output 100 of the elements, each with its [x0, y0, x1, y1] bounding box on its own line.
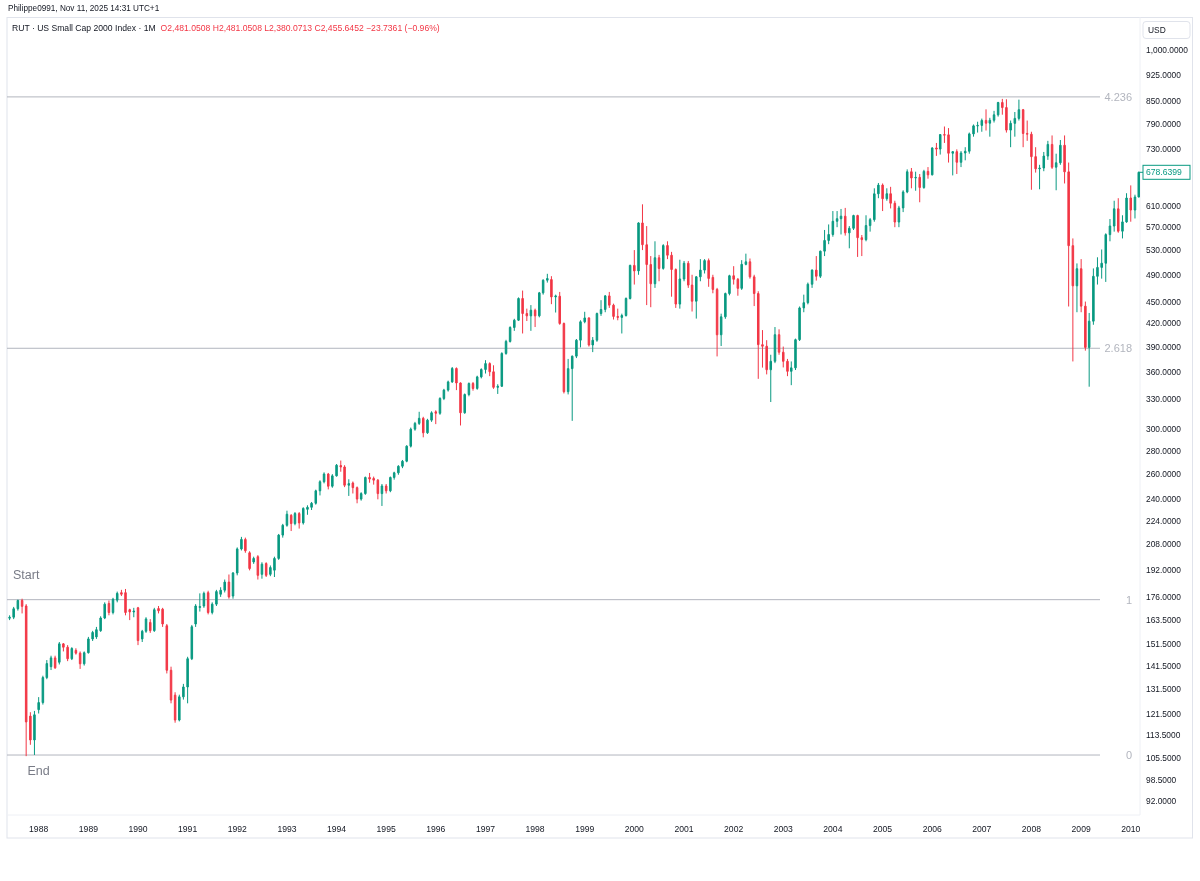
candlestick [1054, 153, 1058, 191]
candlestick [327, 472, 330, 490]
x-tick-label: 1996 [426, 824, 446, 834]
candlestick [347, 478, 351, 497]
text: O2,481.0508 H2,481.0508 L2,380.0713 C2,455.6452 −23.7361 (−0.96%) [160, 23, 440, 33]
candlestick [868, 217, 872, 233]
y2-tick-label: 0 [1125, 749, 1132, 762]
candlestick [744, 253, 748, 266]
y-tick-label: 151.5000 [1146, 639, 1182, 650]
candlestick [637, 221, 640, 276]
x-tick-label: 2007 [972, 824, 992, 834]
candlestick [58, 641, 61, 665]
x-tick-label: 2006 [922, 824, 942, 834]
y-tick-label: 420.0000 [1146, 318, 1182, 329]
candlestick [959, 150, 963, 168]
candlestick [864, 214, 868, 242]
candlestick [74, 647, 78, 656]
candlestick [244, 537, 247, 554]
candlestick [285, 510, 289, 528]
y-tick-label: 390.0000 [1146, 341, 1182, 352]
candlestick [935, 142, 938, 157]
x-tick-label: 2010 [1121, 824, 1141, 834]
candlestick [1059, 139, 1062, 166]
y-tick-label: 113.5000 [1146, 729, 1181, 740]
annotation: Start [12, 567, 40, 582]
candlestick [918, 173, 921, 203]
candlestick [66, 644, 69, 662]
candlestick [124, 588, 127, 616]
y-tick-label: 98.5000 [1146, 774, 1177, 785]
candlestick [719, 313, 723, 347]
candlestick [33, 710, 36, 756]
candlestick [715, 287, 719, 357]
candlestick [591, 336, 594, 353]
x-tick-label: 1988 [29, 824, 49, 834]
candlestick [599, 299, 603, 317]
candlestick [322, 471, 326, 484]
x-tick-label: 1994 [327, 824, 347, 834]
y-tick-label: 224.0000 [1146, 516, 1182, 527]
candlestick [1116, 197, 1120, 234]
candlestick [1021, 108, 1025, 148]
candlestick [1084, 301, 1087, 352]
candlestick [843, 207, 847, 237]
candlestick [558, 291, 561, 326]
candlestick [413, 421, 417, 432]
candlestick [769, 354, 773, 403]
candlestick [856, 214, 859, 258]
candlestick [1005, 98, 1008, 134]
candlestick [1017, 99, 1021, 122]
candlestick [289, 513, 293, 532]
candlestick [252, 556, 255, 565]
y-tick-label: 1,000.0000 [1146, 45, 1189, 56]
y-axis-title: USD [1148, 25, 1166, 35]
candlestick [202, 591, 206, 609]
candlestick [748, 258, 752, 280]
y-tick-label: 240.0000 [1146, 494, 1182, 505]
y-tick-label: 192.0000 [1146, 564, 1182, 575]
annotation: End [27, 763, 50, 778]
y2-tick-label: 2.618 [1104, 342, 1132, 355]
candlestick [153, 607, 156, 633]
candlestick [662, 243, 665, 271]
candlestick [633, 249, 636, 286]
candlestick [992, 110, 996, 124]
candlestick [442, 388, 446, 401]
x-tick-label: 1992 [227, 824, 247, 834]
candlestick [227, 574, 231, 600]
candlestick [657, 254, 661, 282]
candlestick [951, 150, 954, 176]
candlestick [835, 210, 839, 228]
candlestick [533, 308, 537, 328]
candlestick [529, 304, 533, 332]
x-tick-label: 2009 [1071, 824, 1091, 834]
candlestick [988, 117, 992, 138]
candlestick [132, 607, 136, 618]
candlestick [653, 240, 657, 289]
y-tick-label: 450.0000 [1146, 296, 1182, 307]
y-tick-label: 105.5000 [1146, 752, 1182, 763]
candlestick [376, 478, 380, 500]
candlestick [554, 294, 557, 314]
y-tick-label: 92.0000 [1146, 796, 1177, 807]
candlestick [984, 108, 988, 132]
candlestick [492, 364, 495, 390]
y-tick-label: 131.5000 [1146, 683, 1182, 694]
x-tick-label: 2008 [1021, 824, 1042, 834]
text: RUT · US Small Cap 2000 Index · 1M [12, 23, 156, 33]
x-tick-label: 2002 [724, 824, 744, 834]
y-tick-label: 280.0000 [1146, 445, 1182, 456]
candlestick [678, 259, 682, 310]
candlestick [264, 561, 268, 578]
candlestick [115, 591, 119, 603]
candlestick [910, 167, 913, 189]
x-tick-label: 1993 [277, 824, 297, 834]
candlestick [293, 511, 297, 526]
candlestick [78, 650, 82, 670]
candlestick [438, 396, 442, 416]
y-tick-label: 850.0000 [1146, 96, 1182, 107]
candlestick [976, 121, 979, 134]
x-tick-label: 1990 [128, 824, 148, 834]
y-tick-label: 570.0000 [1146, 222, 1182, 233]
candlestick [682, 260, 686, 282]
candlestick [471, 381, 475, 392]
